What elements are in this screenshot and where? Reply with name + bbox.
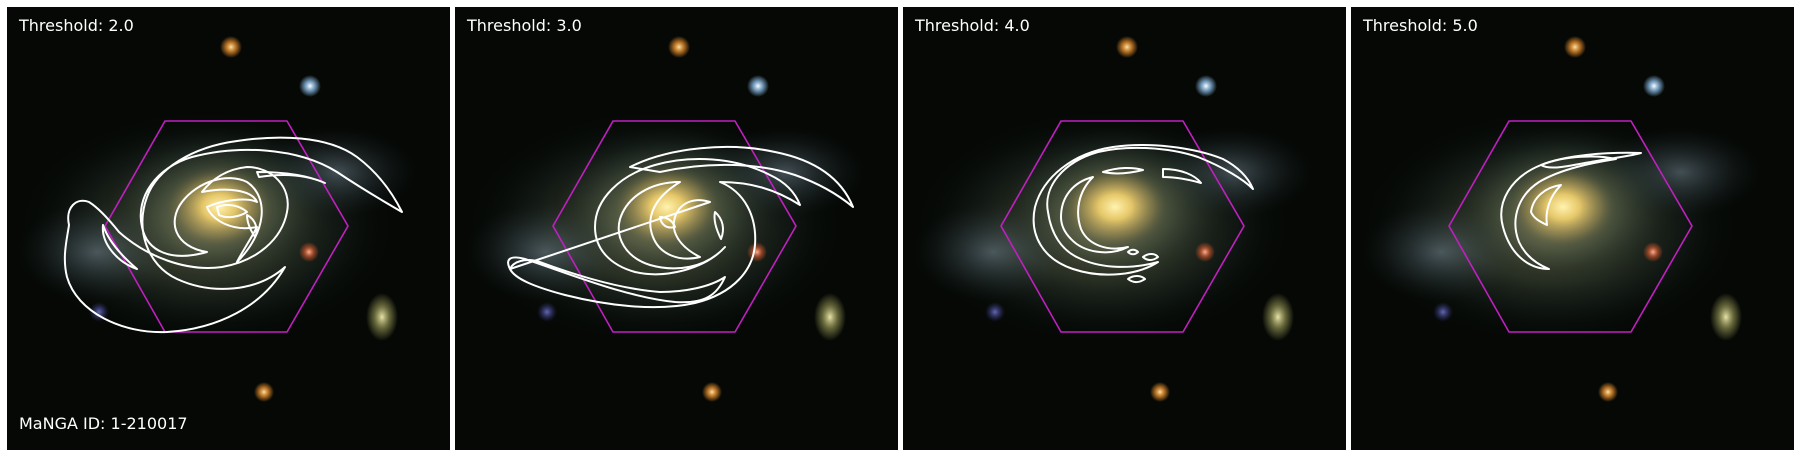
threshold-label: Threshold: 4.0 <box>915 16 1030 35</box>
galaxy-image <box>903 7 1346 450</box>
panel-threshold-3: Threshold: 3.0 <box>455 7 898 450</box>
contour-outline <box>1032 144 1254 283</box>
galaxy-image <box>1351 7 1794 450</box>
manga-id-label: MaNGA ID: 1-210017 <box>19 414 188 433</box>
panel-threshold-4: Threshold: 4.0 <box>903 7 1346 450</box>
threshold-label: Threshold: 5.0 <box>1363 16 1478 35</box>
threshold-label: Threshold: 3.0 <box>467 16 582 35</box>
contour-outline <box>63 136 403 334</box>
threshold-label: Threshold: 2.0 <box>19 16 134 35</box>
contour-outline <box>507 146 854 309</box>
galaxy-image <box>455 7 898 450</box>
panel-threshold-2: Threshold: 2.0 MaNGA ID: 1-210017 <box>7 7 450 450</box>
contour-outline <box>1500 151 1642 270</box>
galaxy-image <box>7 7 450 450</box>
panel-threshold-5: Threshold: 5.0 <box>1351 7 1794 450</box>
